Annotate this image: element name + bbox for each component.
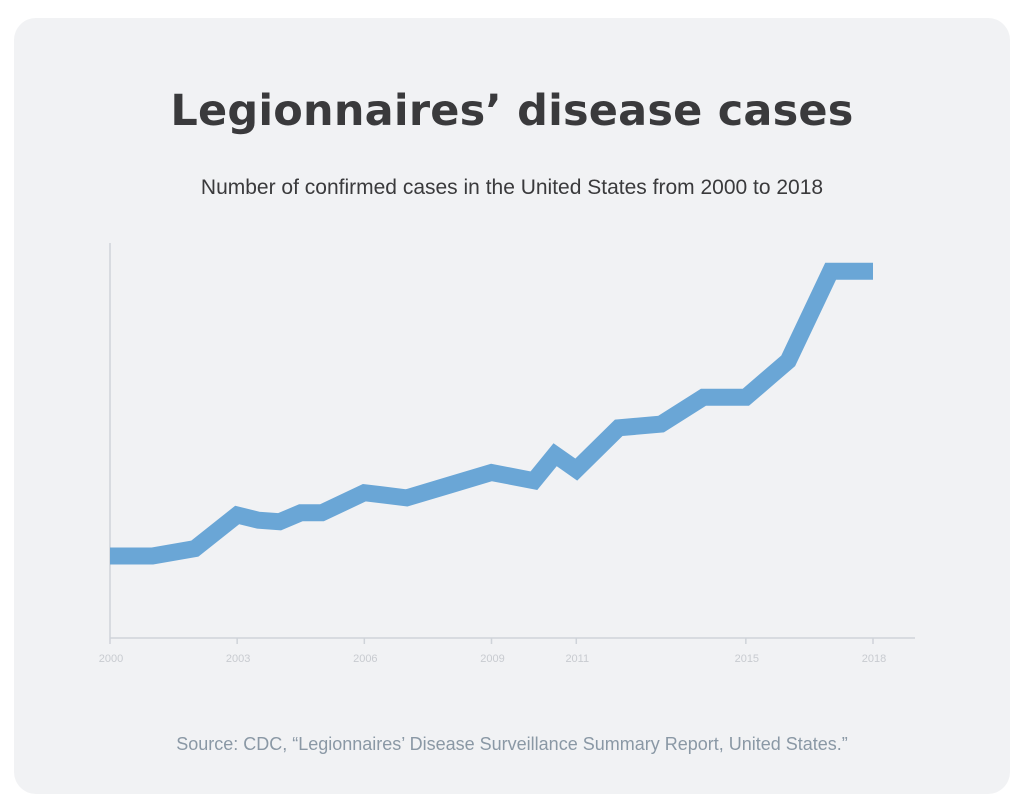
x-tick-labels: 2000 2003 2006 2009 2011 2015 2018 (99, 653, 886, 665)
source-note: Source: CDC, “Legionnaires’ Disease Surv… (176, 734, 848, 754)
x-tick-label: 2015 (735, 653, 759, 665)
x-tick-label: 2006 (353, 653, 377, 665)
chart-card (14, 18, 1010, 794)
x-tick-label: 2018 (862, 653, 886, 665)
x-tick-label: 2011 (565, 653, 589, 665)
x-ticks (109, 638, 874, 644)
chart-title: Legionnaires’ disease cases (170, 86, 854, 136)
x-tick-label: 2009 (480, 653, 504, 665)
chart-subtitle: Number of confirmed cases in the United … (200, 176, 824, 199)
x-tick-label: 2000 (99, 653, 123, 665)
x-tick-label: 2003 (226, 653, 250, 665)
series-line (110, 262, 873, 565)
